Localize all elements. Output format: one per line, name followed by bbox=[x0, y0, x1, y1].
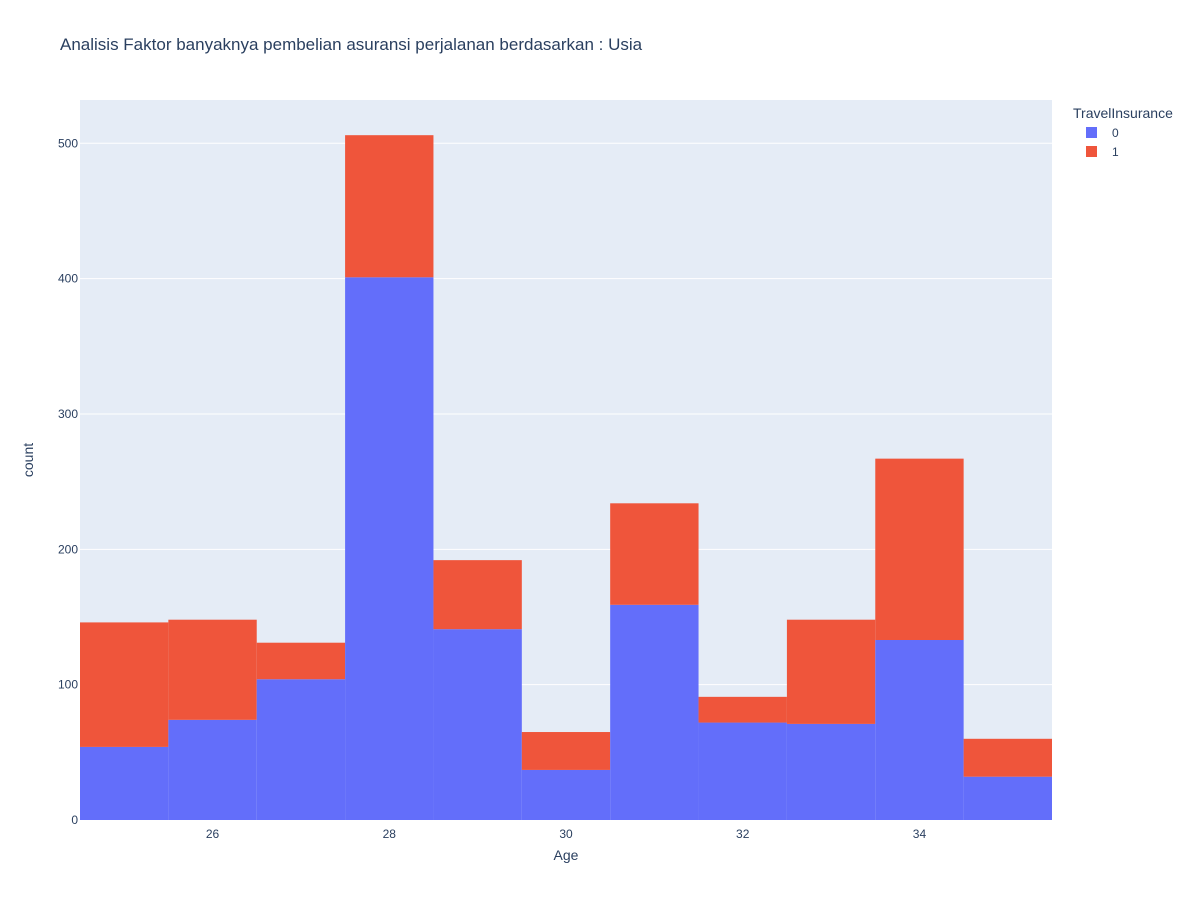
x-tick-label: 30 bbox=[559, 827, 573, 841]
bar-series-0[interactable] bbox=[698, 722, 787, 820]
legend-item-label[interactable]: 1 bbox=[1112, 145, 1119, 159]
legend-swatch bbox=[1086, 127, 1097, 138]
y-tick-label: 0 bbox=[71, 813, 78, 827]
x-tick-label: 28 bbox=[383, 827, 397, 841]
bar-series-0[interactable] bbox=[345, 277, 434, 821]
x-tick-label: 34 bbox=[913, 827, 927, 841]
y-tick-label: 500 bbox=[58, 136, 78, 150]
bar-series-0[interactable] bbox=[786, 723, 876, 820]
legend-swatch bbox=[1086, 146, 1097, 157]
legend-title: TravelInsurance bbox=[1073, 105, 1173, 121]
x-axis-ticks: 26 28 30 32 34 bbox=[206, 827, 927, 841]
bar-series-0[interactable] bbox=[875, 640, 964, 820]
bar-series-0[interactable] bbox=[521, 769, 611, 820]
bar-series-1[interactable] bbox=[875, 458, 964, 640]
y-tick-label: 200 bbox=[58, 542, 78, 556]
bar-series-0[interactable] bbox=[80, 746, 169, 820]
bar-series-0[interactable] bbox=[963, 776, 1052, 820]
y-tick-label: 400 bbox=[58, 272, 78, 286]
bars-group bbox=[80, 135, 1052, 821]
bar-series-1[interactable] bbox=[610, 503, 699, 605]
y-tick-label: 100 bbox=[58, 678, 78, 692]
bar-series-1[interactable] bbox=[256, 642, 346, 680]
x-tick-label: 32 bbox=[736, 827, 750, 841]
bar-series-0[interactable] bbox=[610, 604, 699, 820]
x-axis-title: Age bbox=[554, 847, 579, 863]
bar-series-1[interactable] bbox=[80, 622, 169, 747]
y-tick-label: 300 bbox=[58, 407, 78, 421]
bar-series-1[interactable] bbox=[698, 696, 787, 723]
bar-series-1[interactable] bbox=[786, 619, 876, 724]
legend[interactable]: TravelInsurance 0 1 bbox=[1073, 105, 1173, 159]
bar-series-0[interactable] bbox=[256, 679, 346, 820]
x-tick-label: 26 bbox=[206, 827, 220, 841]
y-axis-ticks: 0 100 200 300 400 500 bbox=[58, 136, 78, 827]
bar-series-1[interactable] bbox=[345, 135, 434, 278]
bar-series-1[interactable] bbox=[963, 738, 1052, 777]
bar-series-1[interactable] bbox=[521, 732, 611, 770]
bar-series-1[interactable] bbox=[433, 560, 522, 630]
bar-series-1[interactable] bbox=[168, 619, 257, 720]
y-axis-title: count bbox=[20, 443, 36, 477]
bar-series-0[interactable] bbox=[433, 629, 522, 820]
legend-item-label[interactable]: 0 bbox=[1112, 126, 1119, 140]
chart-title: Analisis Faktor banyaknya pembelian asur… bbox=[60, 35, 643, 54]
bar-series-0[interactable] bbox=[168, 719, 257, 820]
